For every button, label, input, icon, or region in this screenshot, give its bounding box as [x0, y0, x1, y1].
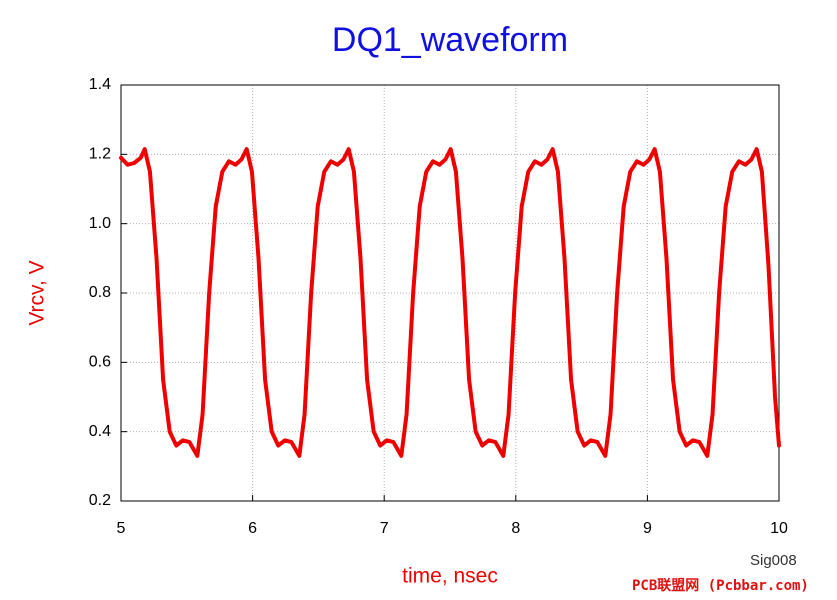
x-axis-label: time, nsec — [402, 565, 498, 588]
waveform-line — [119, 147, 781, 458]
y-tick-label: 1.0 — [89, 215, 111, 232]
watermark: Sig008 — [750, 552, 797, 569]
watermark: PCB联盟网 (Pcbbar.com) — [632, 578, 809, 594]
x-tick-label: 6 — [248, 520, 257, 537]
x-tick-label: 9 — [643, 520, 652, 537]
x-tick-label: 10 — [770, 520, 788, 537]
x-tick-label: 8 — [511, 520, 520, 537]
y-tick-label: 0.8 — [89, 284, 111, 301]
x-tick-label: 7 — [380, 520, 389, 537]
y-tick-label: 0.2 — [89, 492, 111, 509]
y-axis-label: Vrcv, V — [26, 260, 49, 325]
chart-title: DQ1_waveform — [332, 21, 568, 59]
x-tick-label: 5 — [117, 520, 126, 537]
y-tick-label: 0.4 — [89, 423, 111, 440]
y-tick-label: 1.2 — [89, 146, 111, 163]
y-tick-label: 0.6 — [89, 354, 111, 371]
plot-frame — [120, 84, 780, 502]
y-tick-label: 1.4 — [89, 76, 111, 93]
